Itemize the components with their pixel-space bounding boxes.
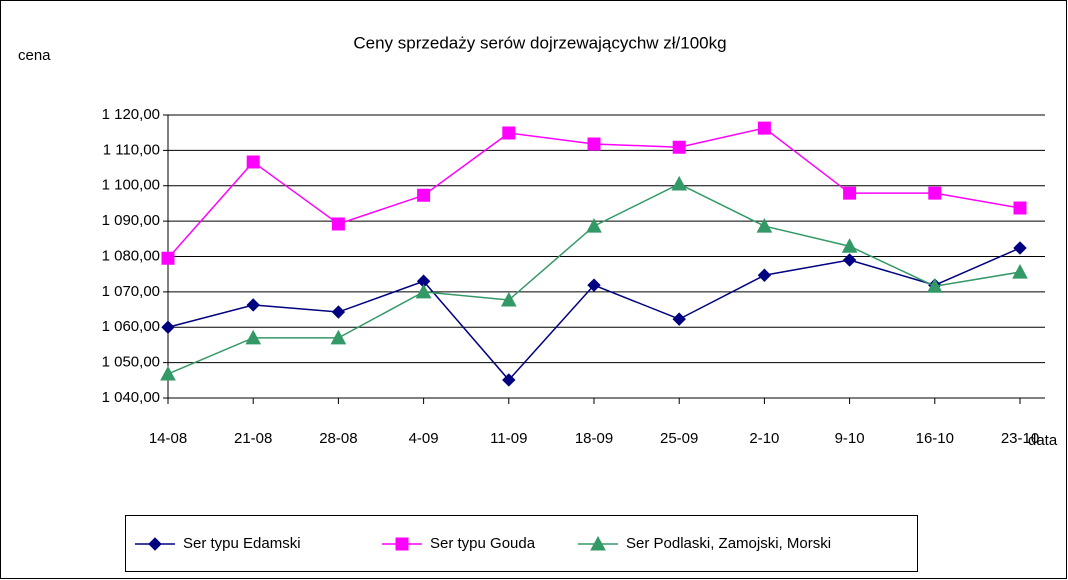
y-tick-label: 1 120,00 (102, 106, 160, 123)
point (246, 155, 260, 169)
x-tick-label: 11-09 (490, 430, 527, 447)
legend-marker (590, 535, 606, 551)
point (500, 291, 517, 307)
x-tick-label: 28-08 (319, 430, 357, 447)
legend-label: Ser typu Gouda (430, 535, 536, 552)
point (330, 329, 347, 345)
legend-marker (395, 537, 409, 551)
x-tick-label: 16-10 (916, 430, 954, 447)
point (1012, 264, 1028, 279)
point (502, 126, 516, 140)
x-tick-label: 2-10 (749, 430, 779, 447)
point (757, 121, 771, 135)
point (587, 137, 601, 151)
x-tick-label: 23-10 (1001, 430, 1039, 447)
point (841, 238, 858, 253)
point (161, 320, 175, 334)
y-tick-label: 1 050,00 (102, 354, 160, 371)
point (672, 312, 686, 326)
x-tick-label: 4-09 (409, 430, 439, 447)
point (415, 283, 432, 299)
legend-label: Ser Podlaski, Zamojski, Morski (626, 535, 831, 552)
y-tick-label: 1 040,00 (102, 389, 160, 406)
point (246, 298, 260, 312)
chart-title: Ceny sprzedaży serów dojrzewającychw zł/… (353, 33, 726, 52)
legend-box (125, 515, 918, 572)
x-tick-label: 25-09 (660, 430, 698, 447)
x-tick-label: 14-08 (149, 430, 187, 447)
y-tick-label: 1 090,00 (102, 212, 160, 229)
x-axis-label: data (1028, 432, 1058, 449)
point (756, 218, 773, 233)
legend-label: Ser typu Edamski (183, 535, 301, 552)
point (502, 373, 516, 387)
y-tick-label: 1 060,00 (102, 318, 160, 335)
y-tick-label: 1 080,00 (102, 247, 160, 264)
point (928, 186, 942, 200)
point (671, 175, 688, 191)
point (672, 140, 686, 154)
point (1013, 201, 1027, 215)
point (757, 268, 772, 282)
y-tick-label: 1 070,00 (102, 283, 160, 300)
x-tick-label: 21-08 (234, 430, 272, 447)
y-tick-label: 1 100,00 (102, 177, 160, 194)
point (331, 217, 345, 231)
point (843, 186, 857, 200)
point (245, 329, 262, 345)
point (331, 305, 346, 319)
point (586, 218, 602, 233)
point (587, 278, 601, 292)
x-tick-label: 18-09 (575, 430, 613, 447)
point (842, 253, 857, 267)
point (1013, 241, 1027, 255)
point (417, 188, 431, 202)
point (926, 278, 943, 293)
point (160, 365, 176, 381)
x-tick-label: 9-10 (835, 430, 865, 447)
y-tick-label: 1 110,00 (103, 141, 160, 158)
y-axis-label: cena (18, 47, 51, 64)
point (161, 251, 175, 265)
legend-marker (148, 537, 162, 551)
